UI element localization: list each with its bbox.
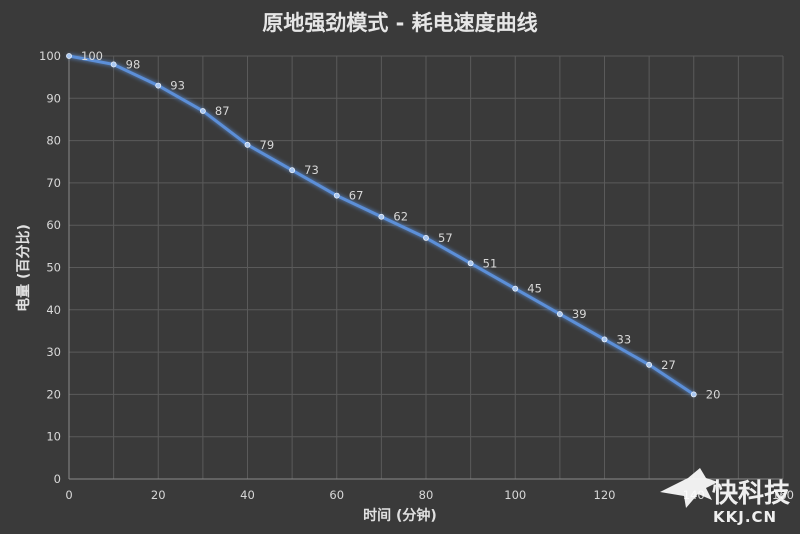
watermark-sub: KKJ.CN: [713, 508, 777, 526]
data-label: 20: [706, 387, 721, 401]
y-tick-label: 50: [46, 261, 61, 275]
data-label: 45: [527, 282, 542, 296]
data-point: [423, 234, 429, 241]
y-tick-label: 20: [46, 387, 61, 401]
tick-labels: 0102030405060708090100020406080100120140…: [39, 49, 794, 502]
x-tick-label: 60: [329, 488, 344, 502]
shark-logo-icon: [660, 468, 718, 508]
y-tick-label: 0: [54, 472, 61, 486]
y-tick-label: 90: [46, 91, 61, 105]
data-label: 33: [617, 332, 632, 346]
data-point: [646, 361, 653, 368]
y-tick-label: 40: [46, 303, 61, 317]
data-label: 98: [126, 57, 141, 71]
y-tick-label: 80: [46, 134, 61, 148]
x-axis-label: 时间 (分钟): [363, 507, 437, 524]
data-point: [66, 53, 72, 59]
x-tick-label: 160: [772, 488, 794, 502]
data-label: 79: [260, 138, 275, 152]
series: 100 98 93 87 79 73 67 62 57 51 45 39 33 27 20: [66, 49, 720, 401]
x-tick-label: 0: [65, 488, 72, 502]
data-point: [601, 336, 608, 343]
chart-title: 原地强劲模式 - 耗电速度曲线: [262, 11, 537, 35]
data-label: 51: [483, 256, 498, 270]
data-point: [690, 391, 697, 398]
data-point: [512, 285, 519, 292]
y-tick-label: 100: [39, 49, 61, 63]
data-point: [333, 192, 340, 199]
y-axis-label: 电量 (百分比): [15, 224, 32, 312]
data-point: [467, 260, 474, 267]
y-tick-label: 30: [46, 345, 61, 359]
data-point: [110, 61, 117, 68]
grid: [68, 55, 784, 480]
data-point: [289, 167, 296, 174]
data-point: [199, 108, 206, 114]
x-tick-label: 40: [240, 488, 255, 502]
data-label: 73: [304, 163, 319, 177]
data-point: [155, 82, 162, 89]
data-label: 100: [81, 49, 103, 63]
data-label: 39: [572, 307, 587, 321]
watermark: 快科技 KKJ.CN: [660, 468, 790, 526]
data-label: 27: [661, 358, 676, 372]
y-tick-label: 10: [46, 430, 61, 444]
data-label: 87: [215, 104, 230, 118]
data-point: [244, 141, 251, 148]
data-label: 57: [438, 231, 453, 245]
data-label: 62: [393, 210, 408, 224]
x-tick-label: 120: [594, 488, 616, 502]
watermark-text: 快科技: [712, 479, 790, 509]
data-point: [378, 213, 385, 220]
data-label: 93: [170, 79, 185, 93]
data-point: [556, 311, 563, 317]
x-tick-label: 100: [504, 488, 526, 502]
x-tick-label: 80: [419, 488, 434, 502]
x-tick-label: 20: [151, 488, 166, 502]
y-tick-label: 70: [46, 176, 61, 190]
y-tick-label: 60: [46, 218, 61, 232]
data-label: 67: [349, 189, 364, 203]
